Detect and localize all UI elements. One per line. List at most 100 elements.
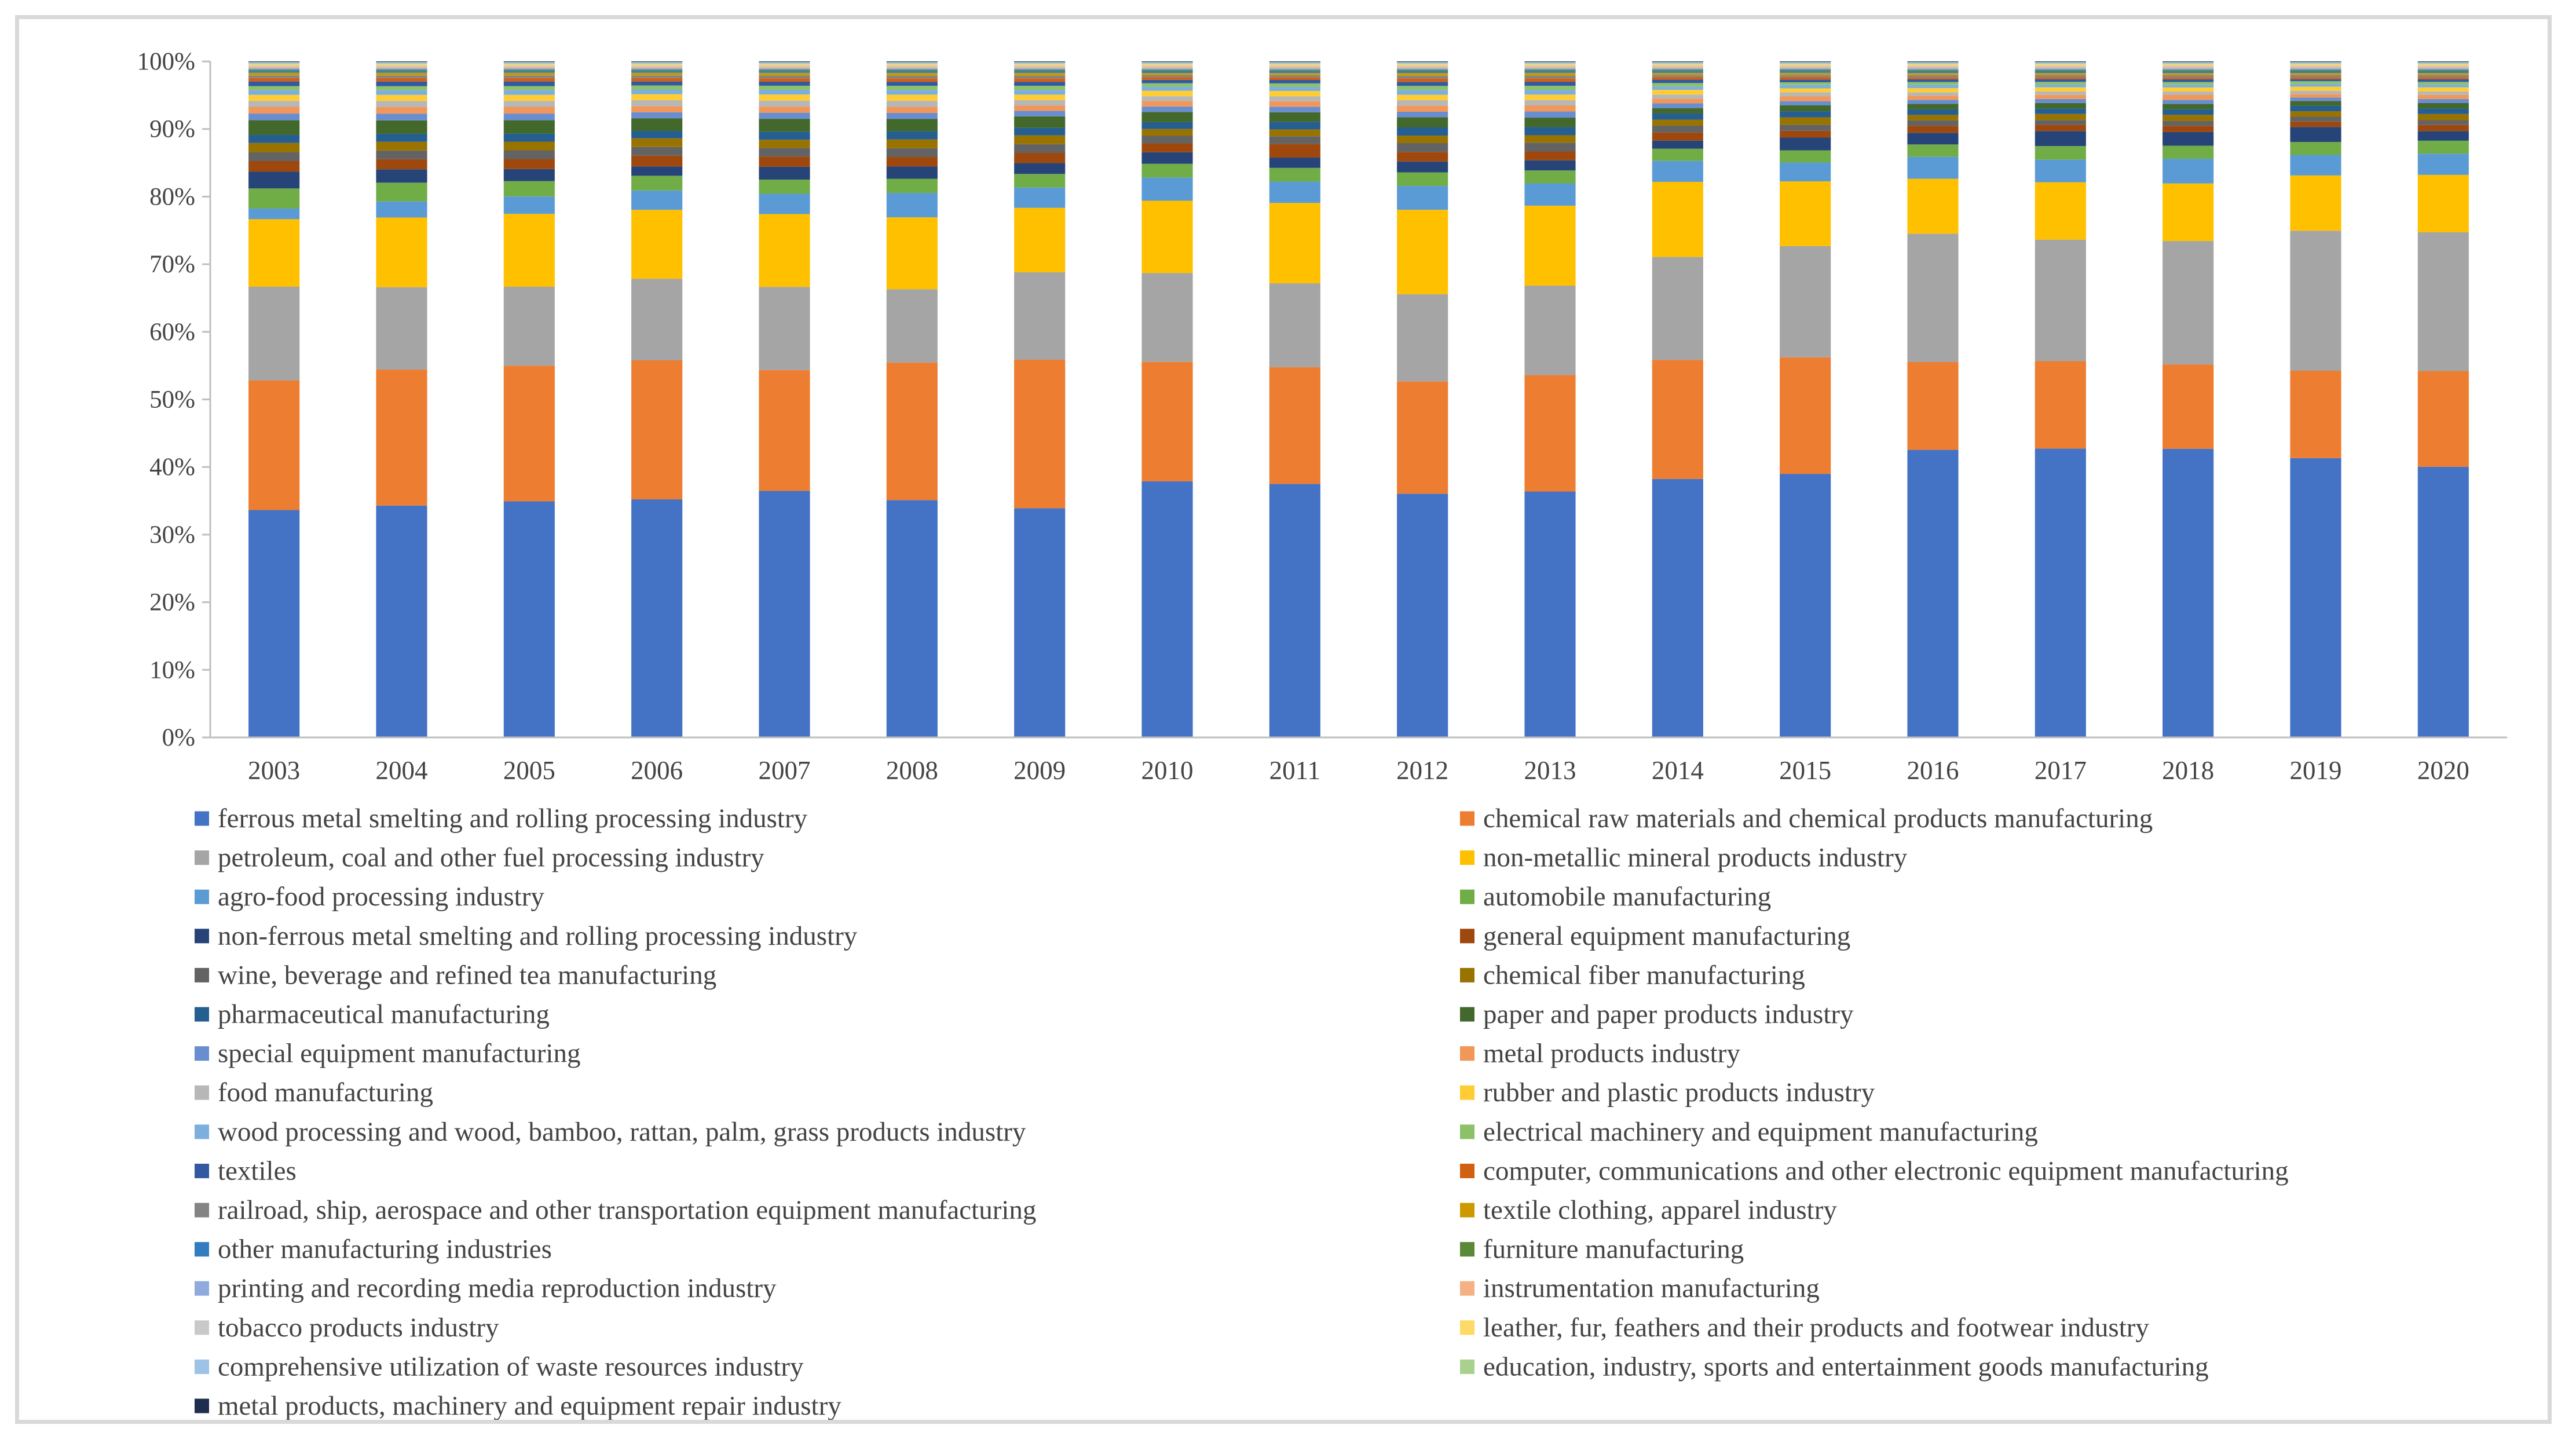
bar-segment (2162, 104, 2214, 109)
legend-swatch (195, 1007, 209, 1022)
legend-item: education, industry, sports and entertai… (1460, 1351, 2209, 1382)
bar-segment (886, 71, 938, 73)
bar-segment (1780, 79, 1831, 83)
bar-segment (759, 491, 810, 737)
bar-segment (1907, 178, 1959, 234)
bar-segment (631, 62, 683, 63)
legend-swatch (195, 929, 209, 944)
bar-segment (2290, 175, 2341, 231)
legend-item: general equipment manufacturing (1460, 921, 1850, 951)
bar-segment (1907, 120, 1959, 126)
bar-segment (1907, 450, 1959, 737)
bar-segment (1397, 90, 1448, 95)
bar-segment (1014, 63, 1066, 64)
bar-segment (1780, 125, 1831, 131)
bar-segment (1652, 125, 1703, 133)
bar-segment (376, 150, 427, 159)
legend-item: tobacco products industry (195, 1313, 499, 1343)
bar-segment (2290, 127, 2341, 143)
bar-segment (2035, 70, 2086, 71)
legend-swatch (1460, 929, 1474, 944)
bar-segment (1524, 105, 1576, 112)
bar-segment (1907, 79, 1959, 82)
bar-segment (759, 89, 810, 95)
bar-segment (2162, 145, 2214, 159)
bar-segment (503, 62, 555, 63)
bar-segment (2162, 159, 2214, 184)
legend-swatch (1460, 1163, 1474, 1178)
bar-segment (248, 75, 300, 78)
bar-segment (1907, 70, 1959, 71)
bar-segment (2417, 98, 2469, 103)
bar-segment (886, 67, 938, 68)
bar-segment (1014, 65, 1066, 67)
legend-item: petroleum, coal and other fuel processin… (195, 843, 764, 873)
bar-segment (1269, 122, 1320, 130)
bar-segment (1907, 73, 1959, 75)
bar-segment (1397, 381, 1448, 494)
bar-segment (1141, 77, 1193, 80)
bar-segment (248, 63, 300, 64)
legend-label: computer, communications and other elect… (1483, 1156, 2289, 1186)
legend-item: paper and paper products industry (1460, 999, 1854, 1029)
legend-item: automobile manufacturing (1460, 882, 1771, 912)
bar-segment (1652, 160, 1703, 182)
bar-segment (503, 366, 555, 502)
bar-segment (886, 139, 938, 148)
bar-segment (1780, 63, 1831, 64)
bar-segment (1397, 68, 1448, 70)
bar-segment (2417, 154, 2469, 175)
bar-segment (1524, 67, 1576, 68)
bar-segment (1397, 71, 1448, 73)
bar-segment (631, 61, 683, 63)
bar-segment (1014, 111, 1066, 116)
bar-segment (1652, 70, 1703, 71)
bar-segment (1524, 72, 1576, 76)
bar-segment (2162, 120, 2214, 126)
bar-segment (1524, 100, 1576, 106)
bar-segment (1269, 67, 1320, 68)
bar-segment (886, 94, 938, 101)
bar-segment (1014, 360, 1066, 509)
bar-segment (1524, 286, 1576, 375)
bar-segment (2162, 79, 2214, 82)
bar-segment (1524, 151, 1576, 160)
bar-segment (503, 133, 555, 142)
bar-segment (1014, 70, 1066, 71)
bar-segment (1269, 484, 1320, 737)
bar-segment (1397, 75, 1448, 79)
bar-segment (1397, 105, 1448, 112)
bar-segment (503, 71, 555, 73)
bar-segment (1652, 148, 1703, 161)
bar-segment (2035, 67, 2086, 68)
bar-segment (1907, 82, 1959, 85)
bar-segment (886, 157, 938, 167)
bar-segment (1780, 474, 1831, 737)
bar-segment (2417, 85, 2469, 87)
legend-item: special equipment manufacturing (195, 1039, 580, 1069)
bar-segment (1652, 75, 1703, 77)
bar-segment (2162, 61, 2214, 63)
bar-segment (1524, 143, 1576, 152)
bar-segment (1907, 100, 1959, 104)
y-tick-label: 30% (149, 521, 195, 549)
bar-segment (503, 81, 555, 86)
bar-segment (2290, 83, 2341, 87)
bar-segment (2290, 116, 2341, 122)
bar-segment (2290, 231, 2341, 371)
legend-swatch (1460, 1320, 1474, 1335)
figure-frame: 0% 10% 20% 30% 40% 50% 60% 70% 80% 90% 100% 2003 20… (15, 15, 2552, 1424)
bar-segment (2290, 73, 2341, 75)
bar-segment (2035, 131, 2086, 147)
bar-segment (1524, 65, 1576, 67)
bar-segment (1269, 90, 1320, 97)
bar-segment (248, 160, 300, 172)
bar-segment (248, 67, 300, 68)
bar-segment (1652, 76, 1703, 80)
bar-segment (1524, 70, 1576, 71)
legend-swatch (195, 1359, 209, 1374)
bar-segment (2417, 466, 2469, 737)
bar-segment (503, 78, 555, 82)
bar-segment (1397, 64, 1448, 66)
bar-segment (2035, 87, 2086, 92)
